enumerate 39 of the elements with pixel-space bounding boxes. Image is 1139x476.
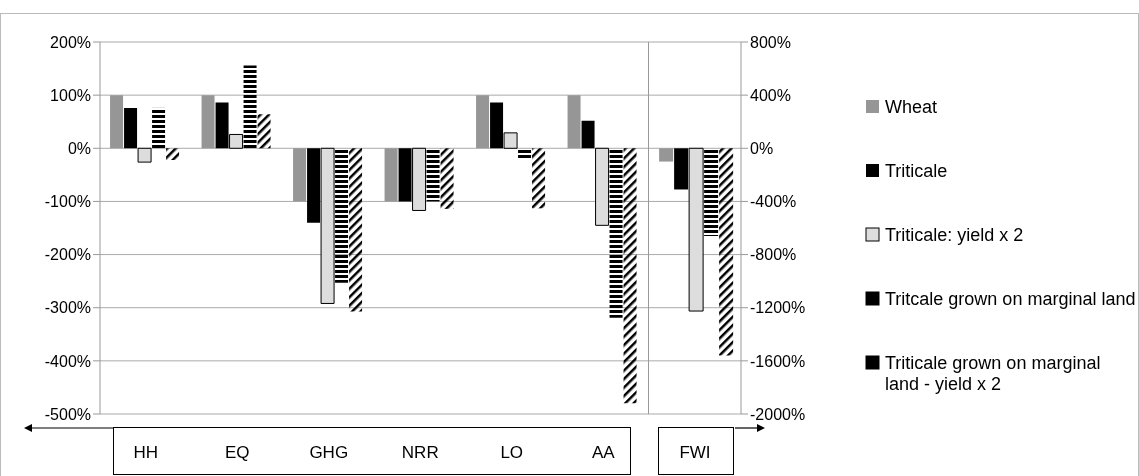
legend-label: Triticale [885, 161, 948, 182]
bar [124, 107, 138, 149]
legend-label: Wheat [885, 97, 938, 118]
y-tick-label: -200% [44, 246, 91, 264]
x-tick-label: NRR [401, 443, 439, 463]
bar [201, 95, 215, 149]
bar [166, 148, 180, 160]
y-tick-label: -500% [44, 405, 91, 423]
y-tick-label: 100% [50, 86, 91, 104]
legend-label: Triticale: yield x 2 [885, 225, 1024, 246]
y2-tick-label: -1600% [750, 352, 806, 370]
bar [293, 148, 307, 202]
x-tick-label: EQ [224, 443, 250, 463]
x-tick-label: AA [591, 443, 616, 463]
y-tick-label: -300% [44, 299, 91, 317]
y2-tick-label: -2000% [750, 405, 806, 423]
y-tick-label: -100% [44, 193, 91, 211]
y2-tick-label: 0% [750, 139, 774, 157]
y-tick-label: -400% [44, 352, 91, 370]
bar [567, 95, 581, 149]
bar [476, 95, 490, 149]
y2-tick-label: -400% [750, 193, 797, 211]
bar [581, 120, 595, 149]
legend-label: Tritcale grown on marginal land [885, 289, 1136, 310]
y-tick-label: 200% [50, 33, 91, 51]
y2-tick-label: -800% [750, 246, 797, 264]
x-tick-label: HH [133, 443, 159, 463]
y2-tick-label: 800% [750, 33, 791, 51]
x-tick-label: GHG [309, 443, 349, 463]
y-tick-label: 0% [67, 139, 91, 157]
bar [152, 107, 166, 149]
y2-tick-label: 400% [750, 86, 791, 104]
x-tick-label: LO [500, 443, 524, 463]
legend-label: Triticale grown on marginal land - yield x 2 [885, 353, 1102, 395]
y2-tick-label: -1200% [750, 299, 806, 317]
x-tick-label: FWI [679, 443, 711, 463]
bar [137, 147, 152, 163]
bar [384, 148, 398, 202]
bar [110, 95, 124, 149]
